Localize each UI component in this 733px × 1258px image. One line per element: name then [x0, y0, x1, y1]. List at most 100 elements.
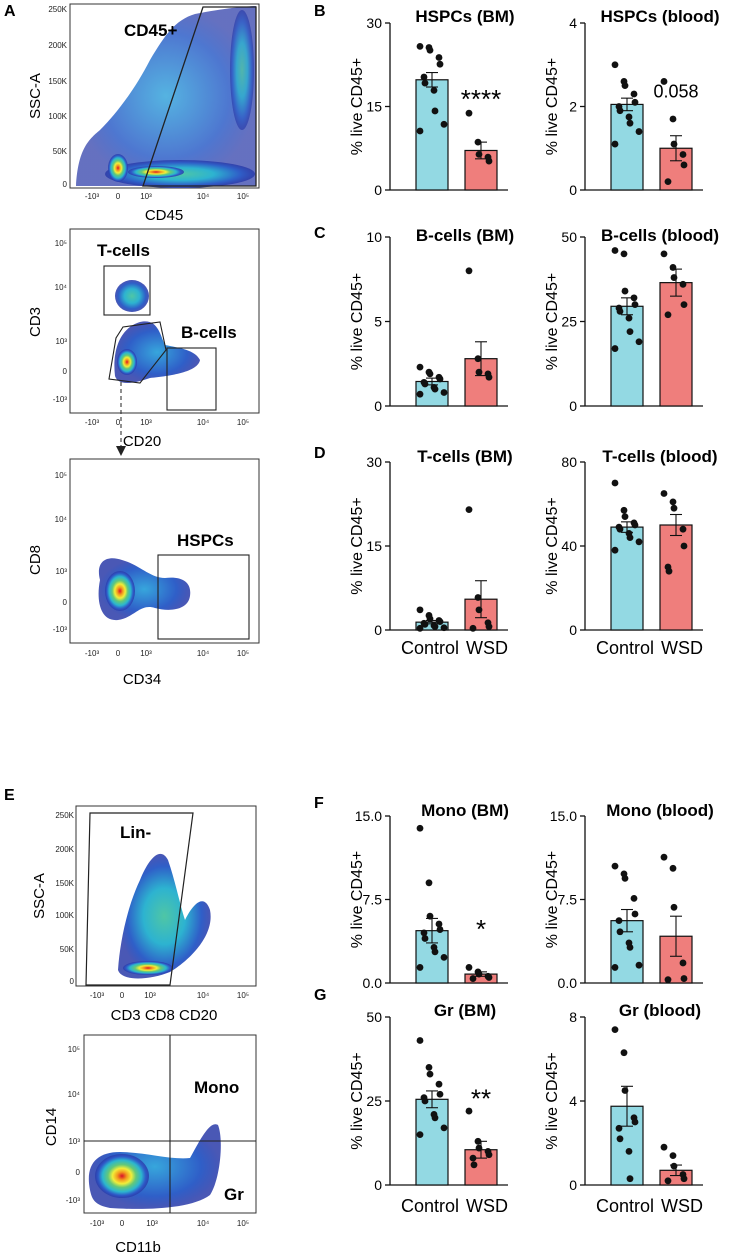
data-point — [635, 538, 643, 546]
data-point — [620, 1049, 628, 1057]
flow-xtick: 10³ — [140, 418, 152, 427]
chart-ylabel: % live CD45+ — [349, 58, 366, 155]
data-point — [670, 1162, 678, 1170]
bar-chart-tcell-blood: T-cells (blood) % live CD45+ 0 40 80 Control W… — [544, 447, 718, 658]
chart-ylabel: % live CD45+ — [544, 1052, 561, 1149]
data-point — [475, 970, 483, 978]
flow-ytick: 0 — [63, 598, 68, 607]
y-tick-label: 40 — [561, 538, 577, 554]
data-point — [436, 1090, 444, 1098]
flow-xtick: 0 — [116, 649, 121, 658]
y-tick-label: 50 — [366, 1009, 382, 1025]
flow-ytick: 100K — [48, 112, 67, 121]
data-point — [426, 615, 434, 623]
data-point — [611, 862, 619, 870]
chart-title: Mono (BM) — [421, 801, 509, 820]
data-point — [679, 151, 687, 158]
data-point — [440, 120, 448, 128]
data-point — [611, 546, 619, 554]
significance-annotation: ** — [471, 1083, 491, 1113]
gate-label-mono: Mono — [194, 1078, 239, 1097]
data-point — [416, 606, 424, 614]
significance-annotation: 0.058 — [653, 82, 698, 102]
data-point — [635, 128, 643, 135]
data-point — [475, 368, 483, 376]
data-point — [625, 113, 633, 121]
data-point — [630, 894, 638, 902]
data-point — [475, 606, 483, 614]
data-point — [485, 157, 493, 165]
flow-xtick: 10⁴ — [197, 418, 210, 427]
y-tick-label: 30 — [366, 454, 382, 470]
flow-ytick: 10⁵ — [55, 471, 67, 480]
y-tick-label: 15.0 — [550, 808, 577, 824]
y-tick-label: 0.0 — [558, 975, 578, 991]
x-category-label: WSD — [466, 1196, 508, 1216]
panel-label-e: E — [4, 787, 15, 804]
bar-chart-mono-bm: Mono (BM) % live CD45+ 0.0 7.5 15.0 * — [349, 801, 509, 991]
data-point — [679, 959, 687, 967]
flow-xtick: 10³ — [144, 991, 156, 1000]
flow-ytick: 0 — [76, 1168, 81, 1177]
data-point — [664, 311, 672, 319]
significance-annotation: **** — [461, 84, 501, 114]
y-tick-label: 0 — [569, 622, 577, 638]
bar-chart-mono-blood: Mono (blood) % live CD45+ 0.0 7.5 15.0 — [544, 801, 714, 991]
bar-control — [415, 79, 449, 191]
data-point — [420, 929, 428, 937]
bar-chart-gr-bm: Gr (BM) % live CD45+ 0 25 50 ** Control WSD — [349, 1001, 508, 1216]
data-point — [660, 78, 668, 85]
gate-label-lin: Lin- — [120, 823, 151, 842]
flow-xtick: -10³ — [90, 991, 105, 1000]
data-point — [615, 1124, 623, 1132]
flow-xtick: -10³ — [85, 192, 100, 201]
data-point — [669, 498, 677, 506]
y-tick-label: 0.0 — [363, 975, 383, 991]
data-point — [435, 1080, 443, 1088]
flow-plot-cd8-cd34: HSPCs 10⁵ 10⁴ 10³ 0 -10³ -10³ 0 10³ 10⁴ … — [27, 458, 260, 688]
flow-ytick: 10⁴ — [55, 283, 68, 292]
data-point — [426, 1070, 434, 1078]
data-point — [465, 109, 473, 117]
data-point — [416, 1037, 424, 1044]
data-point — [435, 920, 443, 928]
data-point — [670, 903, 678, 911]
y-tick-label: 8 — [569, 1009, 577, 1025]
data-point — [621, 1087, 629, 1094]
x-category-label: Control — [596, 638, 654, 658]
flow-xtick: -10³ — [85, 649, 100, 658]
flow-ytick: 200K — [48, 41, 67, 50]
data-point — [626, 943, 634, 951]
flow-ytick: 10⁴ — [68, 1090, 81, 1099]
data-point — [631, 1118, 639, 1126]
data-point — [474, 1137, 482, 1145]
panel-label-f: F — [314, 795, 324, 812]
data-point — [416, 1131, 424, 1138]
data-point — [416, 390, 424, 398]
data-point — [611, 140, 619, 148]
flow-ylabel: SSC-A — [31, 873, 48, 919]
y-tick-label: 80 — [561, 454, 577, 470]
flow-xtick: 10³ — [140, 649, 152, 658]
data-point — [631, 910, 639, 918]
panel-label-d: D — [314, 445, 326, 462]
data-point — [425, 1064, 433, 1071]
data-point — [611, 1026, 619, 1033]
chart-title: T-cells (BM) — [417, 447, 512, 466]
significance-annotation: * — [476, 914, 486, 944]
flow-xlabel: CD45 — [145, 207, 183, 224]
data-point — [440, 624, 448, 632]
y-tick-label: 7.5 — [363, 892, 383, 908]
data-point — [669, 264, 677, 271]
bar-wsd — [659, 524, 693, 631]
panel-label-c: C — [314, 225, 326, 242]
chart-title: B-cells (BM) — [416, 226, 514, 245]
data-point — [416, 624, 424, 632]
bar-charts: HSPCs (BM) % live CD45+ 0 15 30 **** HSPCs (bl… — [349, 7, 720, 1216]
data-point — [616, 107, 624, 115]
data-point — [436, 618, 444, 625]
data-point — [680, 542, 688, 550]
data-point — [680, 161, 688, 169]
flow-ylabel: CD14 — [43, 1108, 60, 1146]
data-point — [485, 1151, 493, 1159]
